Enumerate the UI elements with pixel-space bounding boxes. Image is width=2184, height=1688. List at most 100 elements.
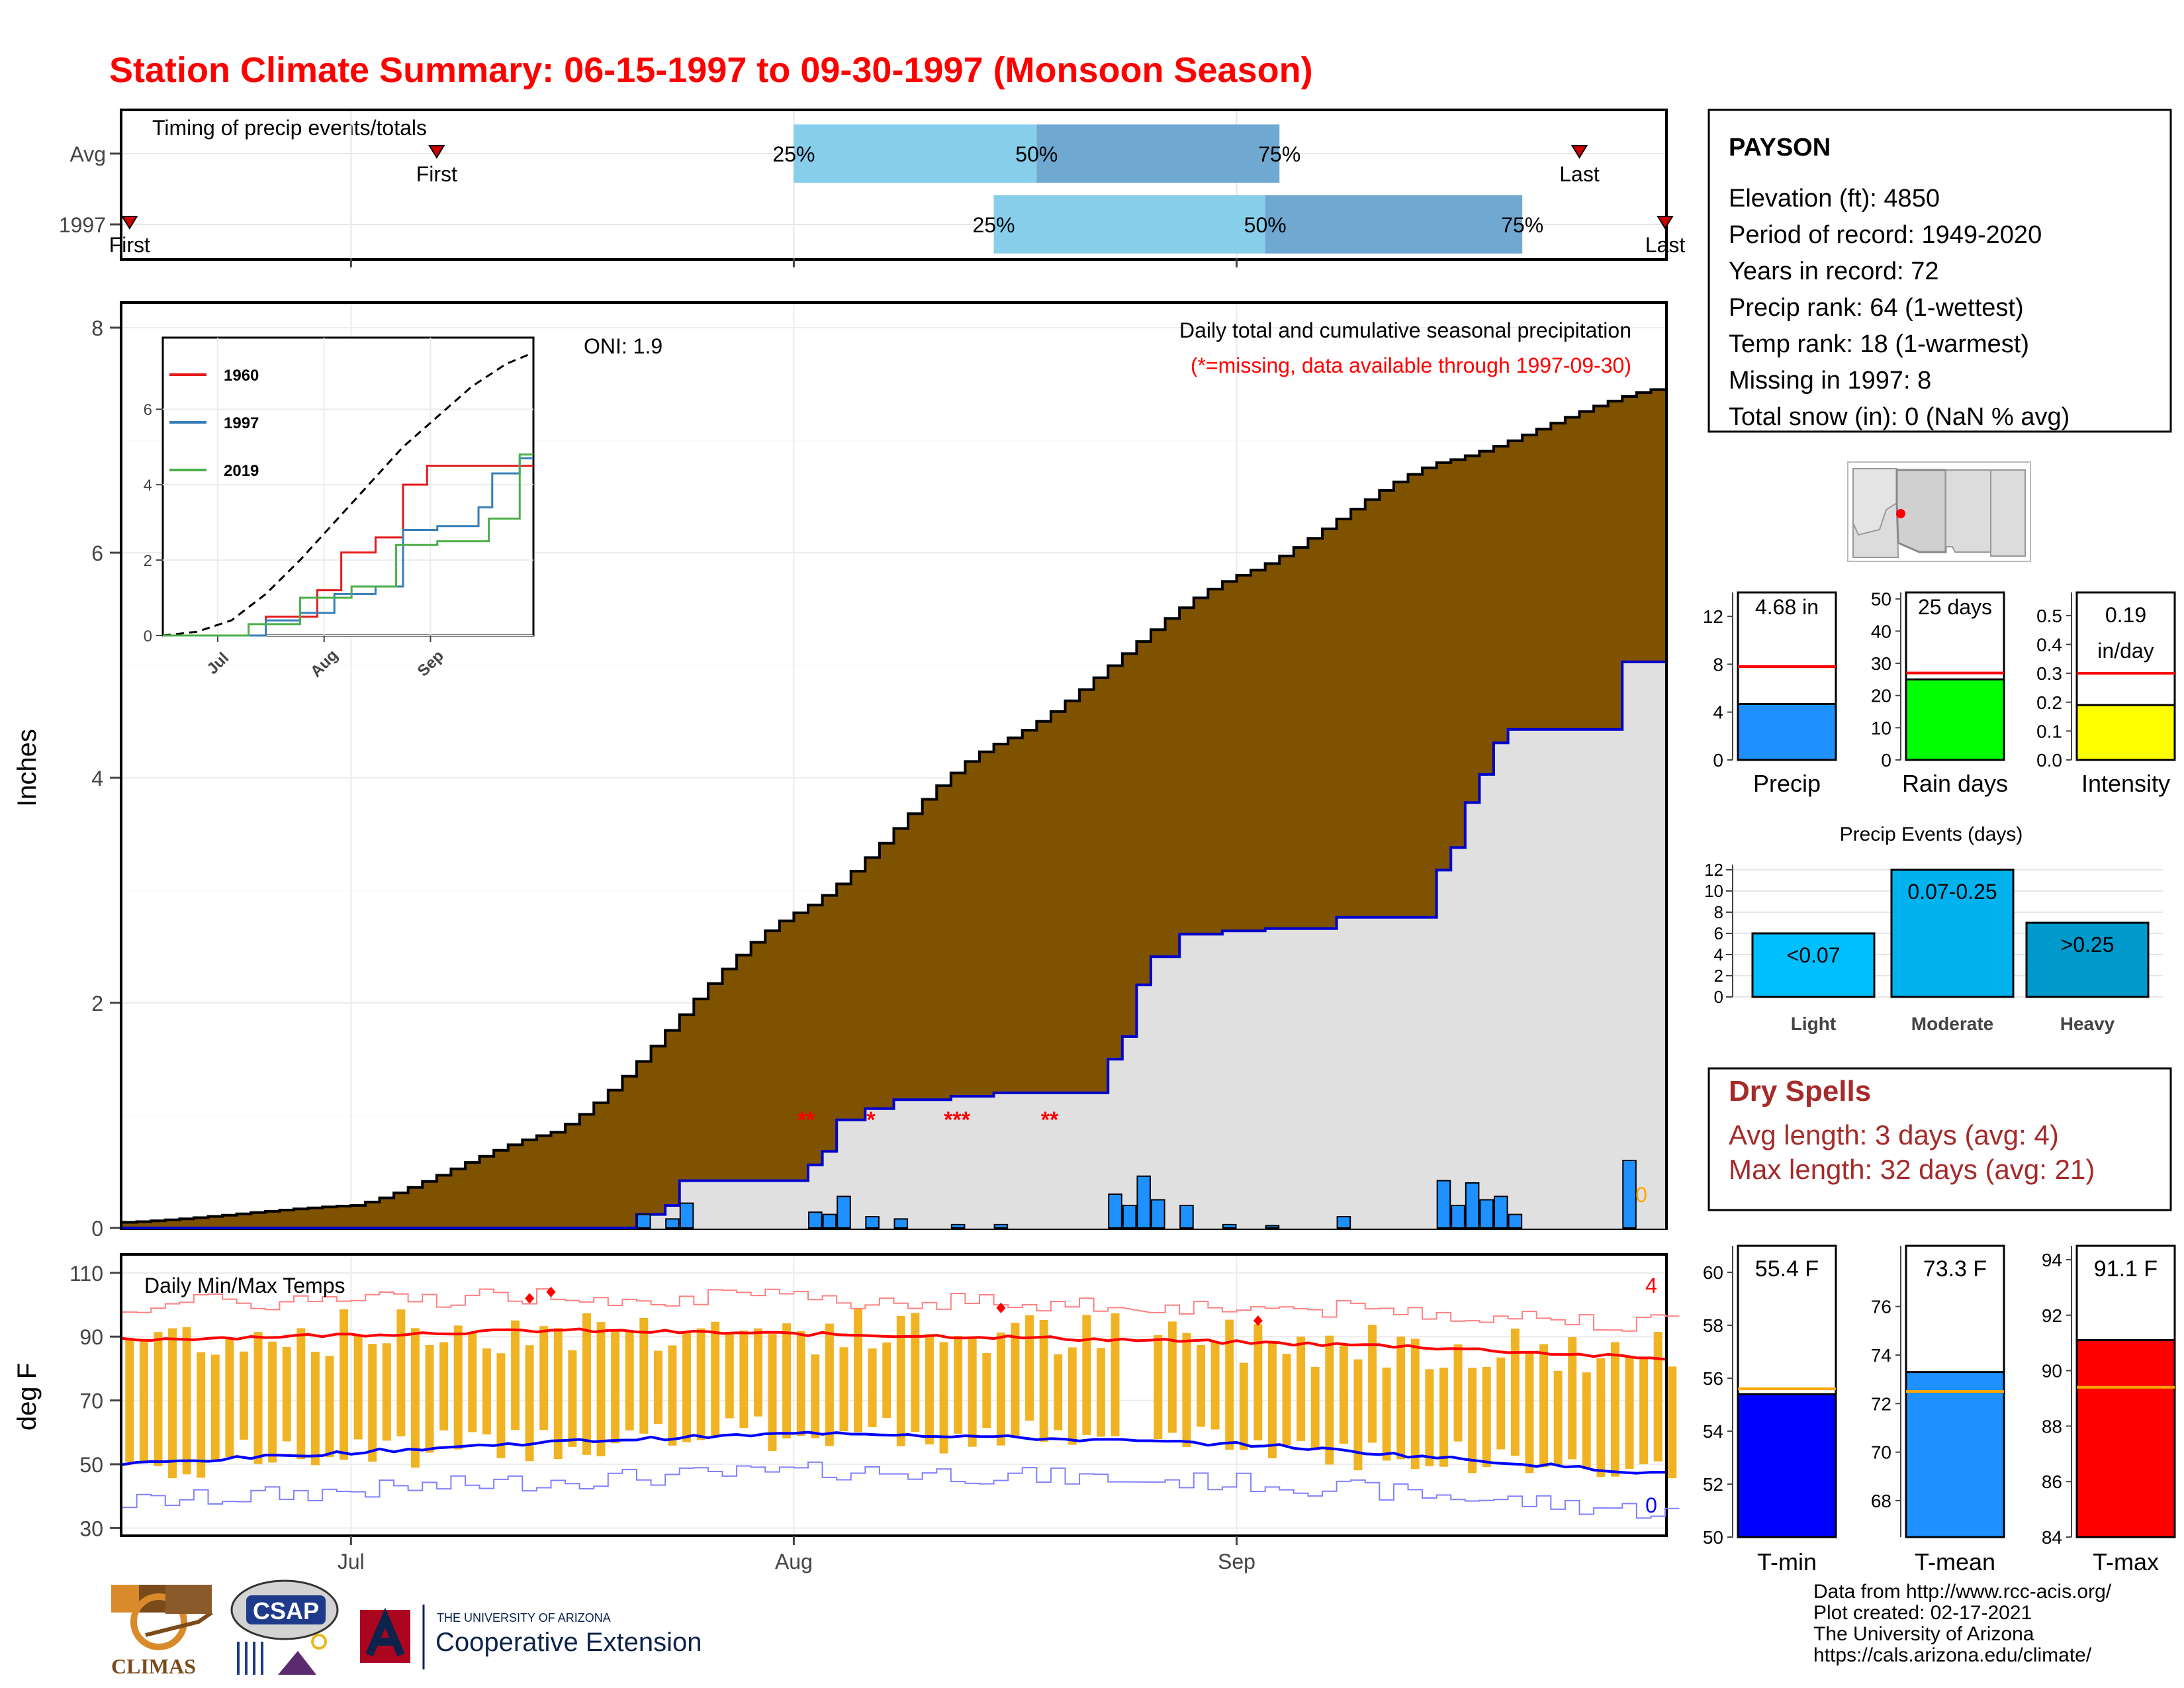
events-category-label: Heavy xyxy=(2060,1013,2115,1034)
daily-temp-bar xyxy=(368,1344,377,1462)
daily-precip-bar xyxy=(1108,1194,1122,1229)
dry-spells-max: Max length: 32 days (avg: 21) xyxy=(1729,1154,2095,1185)
temp-y-tick-label: 110 xyxy=(69,1262,103,1286)
temp-y-tick-label: 50 xyxy=(79,1453,103,1477)
daily-temp-bar xyxy=(854,1309,863,1432)
csap-logo: CSAP xyxy=(230,1579,339,1675)
daily-temp-bar xyxy=(1111,1313,1120,1436)
daily-precip-bar xyxy=(1465,1182,1480,1229)
daily-temp-bar xyxy=(925,1334,934,1445)
daily-precip-bar xyxy=(1265,1225,1280,1229)
daily-temp-bar xyxy=(696,1328,705,1440)
daily-temp-bar xyxy=(1482,1367,1491,1468)
timing-marker-label: Last xyxy=(1559,162,1600,186)
mini-bar-tick-label: 0.0 xyxy=(2036,750,2062,771)
mini-bar-tick-label: 0.5 xyxy=(2036,606,2062,626)
timing-bar-q1 xyxy=(794,124,1037,183)
daily-temp-bar xyxy=(1510,1329,1520,1456)
daily-temp-bar xyxy=(582,1313,591,1455)
station-info-box: PAYSON Elevation (ft): 4850 Period of rec… xyxy=(1707,109,2172,433)
daily-temp-bar xyxy=(711,1321,720,1437)
temp-bar-tick-label: 76 xyxy=(1871,1297,1891,1317)
daily-precip-bar xyxy=(1336,1216,1351,1229)
temp-bar-tick-label: 74 xyxy=(1871,1345,1891,1366)
mini-bar-fill xyxy=(1905,678,2005,761)
station-info-line: Missing in 1997: 8 xyxy=(1729,367,1931,395)
daily-temp-bar xyxy=(340,1309,349,1460)
daily-temp-bar xyxy=(1096,1348,1105,1437)
daily-temp-bar xyxy=(1625,1357,1634,1469)
timing-title: Timing of precip events/totals xyxy=(152,116,427,140)
temp-bar-tick-label: 54 xyxy=(1703,1421,1723,1442)
daily-temp-bar xyxy=(882,1342,891,1419)
temp-bar-value-label: 55.4 F xyxy=(1755,1256,1819,1282)
temp-bar-tick-label: 72 xyxy=(1871,1393,1891,1414)
inset-legend-label: 1960 xyxy=(224,367,259,385)
daily-temp-bar xyxy=(1525,1351,1534,1474)
map-state-new-mexico xyxy=(1945,469,1991,553)
daily-temp-bar xyxy=(796,1331,805,1436)
daily-temp-bar xyxy=(811,1354,820,1438)
daily-temp-bar xyxy=(1182,1333,1191,1447)
daily-temp-bar xyxy=(511,1320,520,1430)
events-bar xyxy=(2025,921,2150,998)
temp-bar-tick-label: 88 xyxy=(2042,1416,2062,1436)
events-y-tick-label: 6 xyxy=(1714,923,1723,943)
daily-temp-bar xyxy=(282,1347,291,1442)
daily-precip-bar xyxy=(822,1213,837,1229)
record-high-marker xyxy=(1253,1315,1263,1327)
precip-y-axis-label: Inches xyxy=(13,729,42,807)
daily-precip-bar xyxy=(993,1223,1009,1229)
temp-panel: 30 50 70 90 110 Daily Min/Max Temps 4 0 deg … xyxy=(13,1253,1680,1540)
timing-row-label: 1997 xyxy=(59,213,106,237)
daily-precip-bar xyxy=(808,1211,823,1229)
daily-temp-bar xyxy=(539,1326,549,1430)
precip-y-tick-label: 6 xyxy=(91,541,103,565)
record-low-count: 0 xyxy=(1645,1493,1657,1517)
mini-bar-fill xyxy=(2075,704,2176,761)
daily-temp-bar xyxy=(596,1322,606,1456)
inset-legend-label: 2019 xyxy=(224,462,259,480)
daily-temp-bar xyxy=(239,1351,248,1440)
daily-temp-bar xyxy=(725,1332,734,1419)
temp-bar-tick-label: 94 xyxy=(2042,1250,2062,1270)
timing-bar-q1 xyxy=(993,195,1265,254)
daily-precip-bar xyxy=(1136,1175,1151,1229)
daily-precip-bar xyxy=(1436,1180,1451,1229)
station-info-frame xyxy=(1707,109,2172,433)
daily-temp-bar xyxy=(1225,1319,1234,1450)
daily-temp-bar xyxy=(739,1331,749,1429)
mini-bar-tick-label: 0 xyxy=(1881,750,1891,771)
temp-bar-fill xyxy=(2075,1338,2176,1538)
precip-y-tick-label: 4 xyxy=(91,767,103,790)
station-location-marker xyxy=(1896,509,1905,518)
mini-bar-tick-label: 4 xyxy=(1713,702,1723,723)
dry-spells-box: Dry Spells Avg length: 3 days (avg: 4) M… xyxy=(1707,1067,2172,1211)
events-bar xyxy=(1890,868,2015,998)
missing-data-marker: ** xyxy=(1041,1107,1059,1133)
temp-y-tick-label: 90 xyxy=(79,1325,103,1349)
events-bar-label: <0.07 xyxy=(1787,943,1841,967)
inset-y-tick-label: 4 xyxy=(144,477,152,494)
daily-temp-bar xyxy=(1054,1354,1063,1430)
inset-series-line-1960 xyxy=(163,465,533,637)
daily-temp-bar xyxy=(1539,1344,1549,1468)
daily-temp-bar xyxy=(296,1328,306,1460)
daily-temp-bar xyxy=(1410,1338,1420,1470)
daily-temp-bar xyxy=(325,1356,334,1458)
station-info-line: Elevation (ft): 4850 xyxy=(1729,185,1940,212)
daily-temp-bar xyxy=(1396,1336,1406,1460)
daily-temp-bar xyxy=(968,1338,977,1447)
daily-temp-bar xyxy=(482,1348,491,1434)
events-y-tick-label: 4 xyxy=(1714,945,1723,964)
timing-quartile-label: 25% xyxy=(772,142,815,166)
station-info-line: Years in record: 72 xyxy=(1729,258,1939,285)
events-category-label: Light xyxy=(1791,1013,1836,1034)
mini-bar-value-label: 0.19 xyxy=(2105,603,2146,627)
footer-line: https://cals.arizona.edu/climate/ xyxy=(1813,1644,2092,1666)
daily-temp-bar xyxy=(1325,1335,1334,1465)
daily-temp-bar xyxy=(353,1335,363,1440)
mini-bar-tick-label: 0.3 xyxy=(2036,663,2062,684)
oni-label: ONI: 1.9 xyxy=(584,334,662,358)
daily-temp-bar xyxy=(1082,1315,1091,1435)
